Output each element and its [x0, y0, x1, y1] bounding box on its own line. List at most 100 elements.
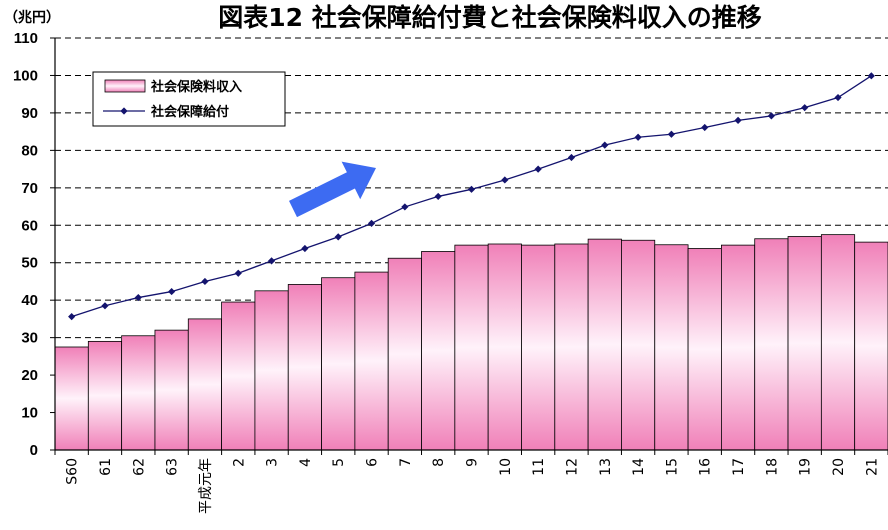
y-tick-label: 20 [21, 367, 38, 384]
x-tick-label: 63 [165, 458, 181, 476]
x-tick-label: 3 [265, 458, 281, 467]
line-marker [701, 123, 709, 132]
line-marker [467, 185, 476, 193]
line-marker [201, 277, 209, 286]
line-marker [767, 112, 775, 120]
x-tick-label: 61 [98, 458, 114, 476]
bar [121, 335, 156, 451]
bar [154, 329, 189, 451]
bar [754, 238, 789, 451]
y-tick-label: 90 [21, 105, 38, 122]
line-marker [667, 130, 676, 138]
x-tick-label: 15 [664, 458, 680, 476]
line-marker [301, 244, 309, 253]
x-tick-label: 6 [365, 458, 381, 467]
y-tick-label: 40 [21, 292, 38, 309]
y-tick-label: 70 [21, 180, 38, 197]
line-marker [534, 165, 542, 173]
x-tick-label: 9 [465, 458, 481, 467]
bar [587, 238, 622, 451]
unit-label: （兆円） [4, 10, 60, 26]
x-tick-label: 4 [298, 458, 314, 467]
y-tick-label: 10 [21, 405, 38, 422]
x-tick-label: 8 [431, 458, 447, 467]
bar [454, 244, 489, 451]
y-tick-label: 30 [21, 330, 38, 347]
line-marker [834, 93, 842, 102]
y-tick-label: 50 [21, 255, 38, 272]
x-tick-label: 18 [764, 458, 780, 476]
bar [221, 301, 256, 451]
x-tick-label: 19 [798, 458, 814, 476]
line-marker [801, 104, 809, 112]
line-marker [401, 203, 409, 211]
bar [554, 243, 589, 451]
bar [654, 244, 689, 451]
x-tick-label: 11 [531, 458, 547, 476]
bar [187, 318, 222, 451]
x-tick-label: 16 [698, 458, 714, 476]
line-marker [434, 192, 442, 201]
x-tick-label: S60 [65, 458, 81, 485]
y-tick-label: 60 [21, 217, 38, 234]
line-marker [168, 287, 176, 296]
bar [287, 284, 322, 451]
bar [54, 346, 89, 451]
line-marker [601, 141, 609, 149]
x-tick-label: 62 [131, 458, 147, 476]
bar [387, 257, 422, 451]
x-tick-label: 20 [831, 458, 847, 476]
bar [521, 244, 556, 451]
y-tick-label: 110 [14, 30, 38, 47]
line-marker [334, 233, 342, 241]
x-tick-label: 14 [631, 458, 647, 476]
x-tick-label: 5 [331, 458, 347, 467]
bar [854, 241, 888, 451]
y-axis-ticks: 0 10 20 30 40 50 60 70 80 90 100 110 [13, 30, 38, 459]
x-tick-label: 平成元年 [198, 458, 214, 514]
x-tick-label: 13 [598, 458, 614, 476]
x-tick-label: 12 [564, 458, 580, 476]
bar [787, 236, 822, 451]
trend-arrow-icon [289, 161, 376, 218]
line-marker [134, 293, 142, 302]
legend-swatch-bar [104, 79, 146, 93]
line-marker [68, 313, 76, 321]
x-tick-label: 10 [498, 458, 514, 476]
bar [421, 251, 456, 451]
bar [621, 239, 656, 451]
bar [820, 234, 856, 451]
y-tick-label: 0 [30, 442, 38, 459]
x-tick-label: 7 [398, 458, 414, 467]
line-marker [267, 257, 276, 265]
bar [687, 248, 722, 451]
line-marker [501, 176, 509, 184]
bar [87, 340, 123, 451]
legend-marker [120, 107, 128, 115]
legend-label: 社会保障給付 [150, 104, 229, 120]
line-series [68, 72, 875, 321]
legend-label: 社会保険料収入 [150, 79, 242, 95]
bar [487, 243, 522, 451]
line-marker [634, 133, 642, 141]
bar [354, 271, 389, 451]
line-marker [567, 153, 576, 162]
bar-series [54, 234, 888, 451]
x-tick-label: 17 [731, 458, 747, 476]
x-tick-label: 21 [864, 458, 880, 476]
x-tick-label: 2 [231, 458, 247, 467]
x-axis-ticks: S60 61 62 63 平成元年 2 3 4 5 6 7 8 9 10 11 12 13 14 15 16 17 18 1… [65, 458, 881, 514]
bar [254, 290, 289, 451]
y-tick-label: 100 [13, 67, 38, 84]
y-tick-label: 80 [21, 142, 38, 159]
line-marker [234, 269, 242, 277]
bar [321, 277, 356, 451]
chart-title: 図表12 社会保障給付費と社会保険料収入の推移 [218, 3, 762, 32]
axes [50, 37, 888, 455]
line-marker [734, 116, 742, 124]
bar [721, 244, 756, 451]
line-marker [367, 219, 376, 227]
line-marker [101, 302, 109, 310]
